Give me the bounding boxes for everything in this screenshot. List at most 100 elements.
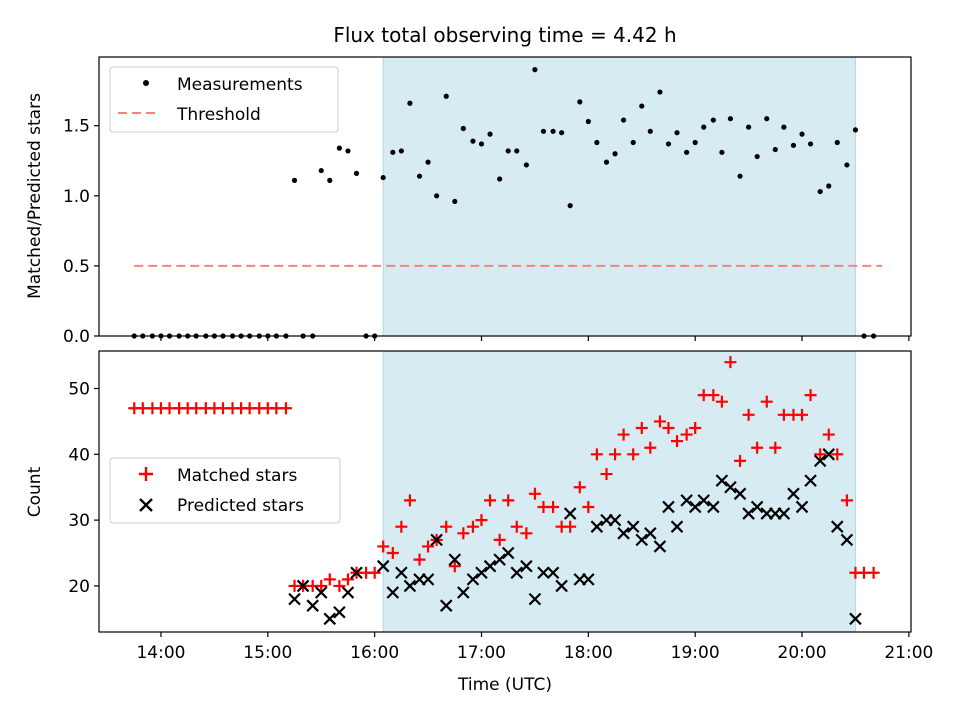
predicted-star-point — [688, 500, 702, 514]
shaded-span — [382, 56, 856, 337]
matched-star-point — [734, 454, 747, 467]
predicted-star-point — [537, 566, 550, 580]
legend-marker-measurements — [143, 80, 149, 86]
x-tick-label: 19:00 — [671, 643, 720, 663]
predicted-star-point — [795, 500, 809, 514]
x-tick-label: 14:00 — [136, 643, 185, 663]
measurement-point — [844, 162, 850, 168]
legend: Matched stars Predicted stars — [109, 457, 341, 524]
measurement-point — [425, 159, 431, 165]
matched-star-point — [520, 527, 533, 540]
x-tick-label: 16:00 — [350, 643, 399, 663]
chart-title: Flux total observing time = 4.42 h — [333, 23, 676, 47]
measurement-point — [336, 145, 342, 151]
measurement-point — [630, 139, 636, 146]
predicted-star-point — [386, 586, 400, 599]
matched-star-point — [796, 408, 809, 421]
y-tick-label: 20 — [68, 577, 90, 597]
x-tick-label: 20:00 — [778, 643, 827, 663]
measurement-point — [460, 125, 466, 132]
measurement-point — [719, 149, 725, 155]
predicted-star-point — [493, 553, 506, 566]
predicted-star-point — [644, 527, 657, 540]
predicted-star-point — [296, 579, 310, 593]
measurement-point — [817, 188, 823, 195]
measurement-point — [390, 149, 396, 155]
matched-star-point — [635, 421, 648, 434]
measurement-point — [710, 117, 716, 123]
predicted-star-point — [314, 586, 328, 599]
measurement-point — [852, 127, 859, 133]
y-tick-label: 0.5 — [63, 257, 90, 277]
matched-star-point — [671, 435, 684, 448]
predicted-star-point — [333, 605, 346, 619]
predicted-star-point — [430, 533, 443, 547]
measurement-point — [620, 117, 627, 123]
measurement-point — [434, 193, 440, 199]
measurement-point — [291, 177, 298, 183]
plot-frame — [98, 350, 912, 633]
predicted-star-point — [341, 586, 355, 599]
matched-star-point — [600, 468, 613, 481]
matched-star-point — [368, 566, 381, 579]
matched-star-point — [333, 579, 346, 592]
measurement-point — [665, 141, 672, 147]
matched-star-point — [440, 520, 453, 533]
plot-frame — [98, 56, 912, 337]
measurement-point — [692, 139, 698, 146]
matched-star-point — [689, 421, 702, 434]
x-tick-label: 17:00 — [457, 643, 506, 663]
measurement-point — [567, 203, 573, 209]
y-tick-label: 30 — [68, 511, 90, 531]
predicted-star-point — [483, 559, 497, 573]
measurement-point — [532, 67, 538, 73]
y-tick-label: 1.5 — [63, 117, 90, 137]
predicted-star-point — [520, 559, 533, 573]
matched-star-point — [760, 395, 773, 408]
predicted-star-point — [742, 507, 755, 520]
predicted-star-point — [670, 520, 684, 533]
matched-star-point — [653, 415, 666, 428]
y-tick-label: 40 — [68, 445, 90, 465]
star-count-points — [128, 356, 880, 626]
x-tick-label: 21:00 — [884, 643, 933, 663]
matched-star-point — [769, 441, 782, 454]
measurement-point — [585, 118, 591, 125]
measurement-point — [353, 170, 360, 176]
matched-star-point — [627, 448, 640, 461]
matched-star-point — [831, 448, 844, 461]
measurement-point — [746, 124, 752, 130]
predicted-star-point — [475, 566, 488, 580]
measurement-point — [727, 116, 734, 122]
predicted-star-point — [466, 573, 480, 586]
predicted-star-point — [662, 500, 675, 514]
axis-ticks: 0.0 0.5 1.0 1.5 — [63, 117, 910, 347]
measurement-point — [647, 128, 653, 134]
legend-marker-matched — [139, 467, 153, 481]
matched-star-point — [867, 566, 880, 579]
y-tick-label: 1.0 — [63, 187, 90, 207]
legend: Measurements Threshold — [109, 66, 339, 133]
matched-star-point — [510, 520, 523, 533]
legend-frame — [109, 66, 339, 133]
y-axis-label: Count — [25, 466, 45, 517]
matched-star-point — [751, 441, 764, 454]
legend-label-matched: Matched stars — [177, 466, 297, 486]
star-count-panel: 14:00 15:00 16:00 17:00 18:00 19:00 20:00 21:00… — [25, 350, 933, 695]
measurement-point — [523, 162, 529, 168]
y-axis-label: Matched/Predicted stars — [25, 93, 45, 299]
predicted-star-point — [608, 513, 622, 527]
measurement-point — [505, 148, 511, 154]
matched-star-point — [377, 540, 390, 553]
legend-marker-predicted — [139, 498, 153, 512]
matched-star-point — [493, 533, 506, 546]
measurement-point — [657, 89, 663, 95]
predicted-star-point — [733, 487, 747, 501]
predicted-star-point — [724, 480, 737, 494]
matched-star-point — [590, 448, 603, 461]
measurement-point — [380, 174, 386, 181]
measurement-point — [807, 141, 814, 147]
matched-star-point — [448, 560, 461, 573]
matched-star-point — [822, 428, 835, 441]
measurement-point — [452, 198, 458, 205]
